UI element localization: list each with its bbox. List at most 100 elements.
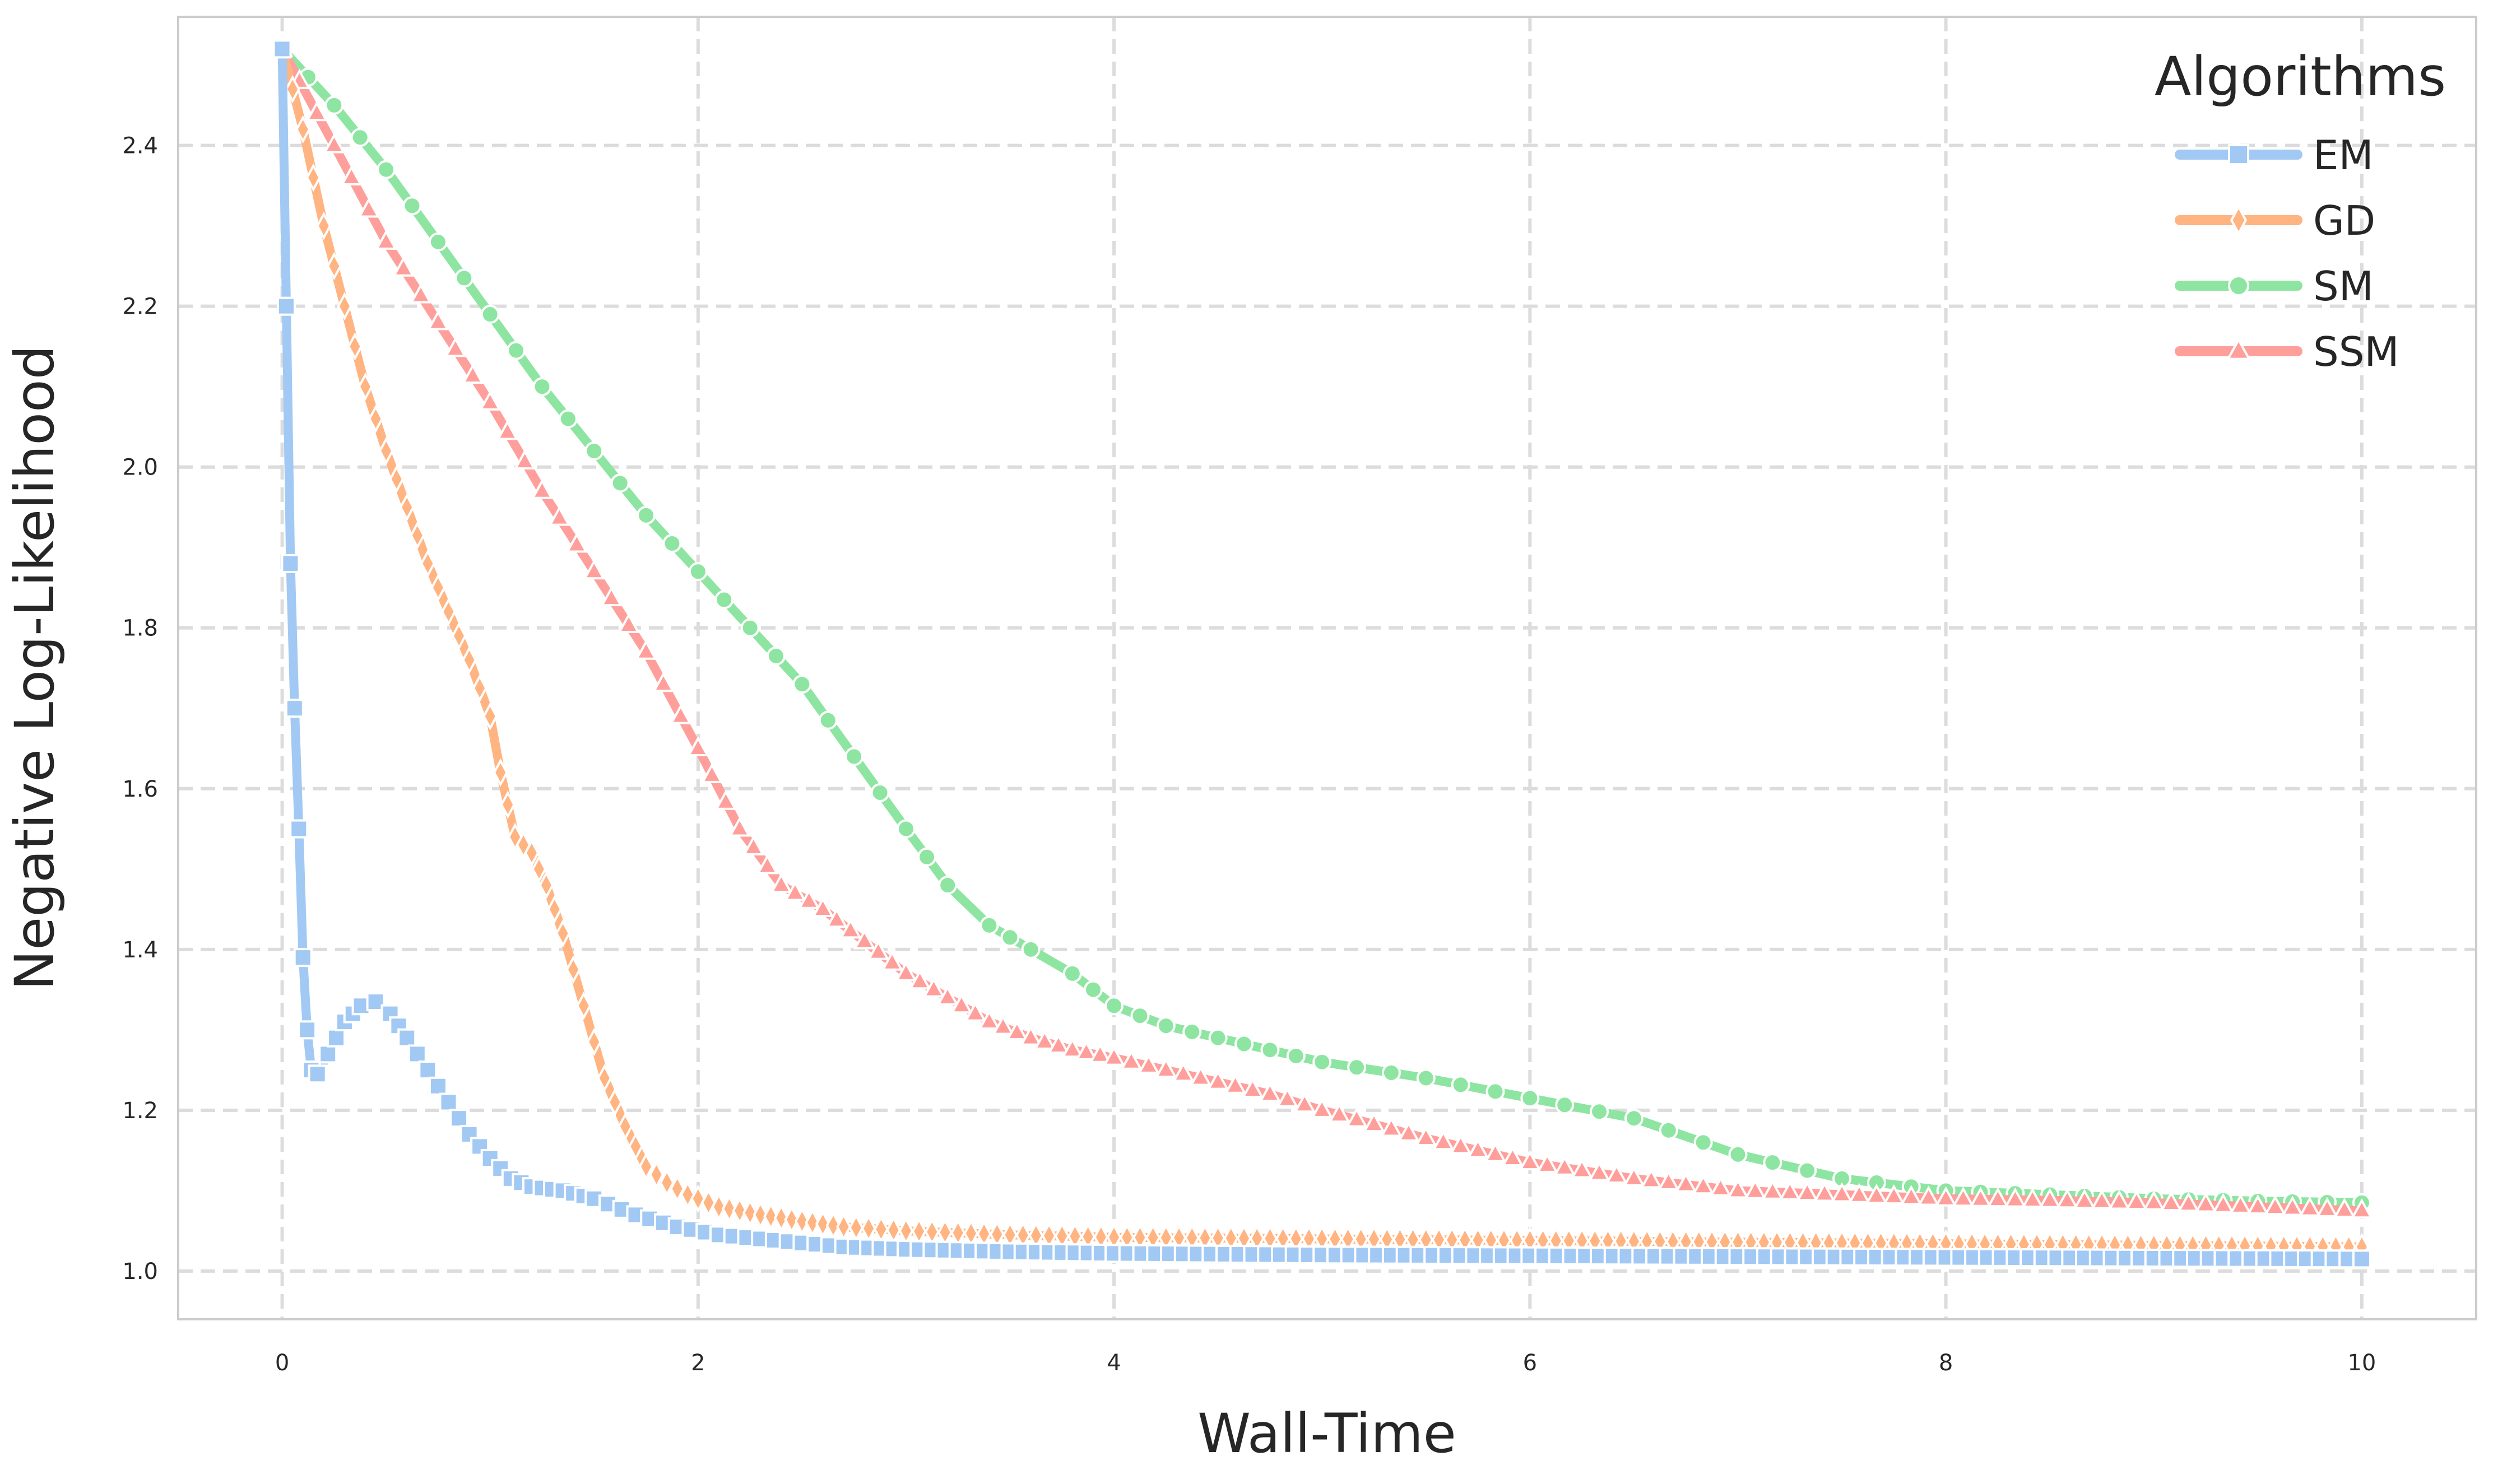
data-point-ssm [2194,1192,2217,1213]
data-point-ssm [1328,1102,1351,1123]
x-tick-label: 10 [2347,1350,2376,1376]
legend-label: EM [2313,132,2374,179]
data-point-sm [610,473,630,493]
data-point-ssm [1744,1179,1767,1199]
data-point-gd [440,597,456,626]
legend-label: GD [2313,197,2375,244]
data-point-ssm [2160,1190,2183,1212]
data-point-gd [618,1112,633,1141]
legend-entry-sm: SM [2175,263,2374,310]
data-point-ssm [1345,1107,1368,1128]
data-point-ssm [652,672,675,692]
data-point-sm [1021,939,1041,959]
data-point-ssm [1033,1029,1056,1050]
data-point-sm [1763,1153,1782,1173]
y-tick-label: 1.4 [122,937,158,963]
data-point-sm [1260,1040,1280,1060]
data-point-ssm [964,1001,987,1022]
data-point-ssm [1432,1130,1455,1151]
data-point-sm [350,128,370,147]
y-tick-label: 1.0 [122,1259,158,1285]
data-point-gd [531,855,547,883]
legend: Algorithms EM GD SM SSM [2155,45,2446,375]
data-point-sm [1062,964,1082,983]
data-point-gd [628,1132,644,1161]
data-point-ssm [375,229,398,250]
data-point-sm [584,441,604,460]
data-point-sm [1659,1120,1678,1140]
data-point-em [285,699,304,718]
data-point-gd [732,1197,748,1225]
data-point-ssm [1657,1170,1680,1191]
data-point-ssm [1571,1158,1594,1179]
data-point-sm [1520,1088,1540,1108]
series-layer [271,35,2373,1269]
data-point-gd [285,75,300,104]
data-point-ssm [1363,1111,1385,1132]
data-point-ssm [1813,1181,1836,1202]
data-point-gd [358,372,373,401]
data-point-ssm [2350,1198,2373,1219]
legend-marker [2228,275,2249,296]
legend-label: SSM [2313,328,2399,375]
data-point-ssm [600,585,623,607]
data-point-sm [896,819,916,839]
data-point-ssm [1154,1057,1177,1078]
data-point-sm [938,876,958,895]
data-point-ssm [881,950,904,971]
data-point-ssm [496,420,519,440]
data-point-gd [420,549,435,578]
data-point-gd [742,1198,758,1227]
data-point-ssm [2039,1188,2062,1208]
data-point-gd [410,521,425,550]
data-point-ssm [700,762,723,783]
data-point-gd [538,871,554,900]
data-point-ssm [867,939,890,960]
x-axis-label: Wall-Time [1197,1402,1456,1465]
data-point-sm [558,409,578,429]
data-point-sm [1286,1046,1306,1066]
data-point-ssm [2316,1197,2338,1217]
plot-frame [177,16,2477,1320]
data-point-em [418,1060,438,1080]
data-point-sm [1104,996,1124,1016]
data-point-sm [1485,1082,1505,1101]
data-point-sm [1208,1028,1228,1048]
x-tick-label: 2 [691,1350,705,1376]
data-point-sm [1000,928,1020,947]
data-point-em [281,553,300,573]
data-point-ssm [1553,1155,1576,1176]
data-point-ssm [1588,1161,1610,1181]
data-point-em [272,39,292,59]
data-point-gd [805,1208,820,1237]
data-point-gd [597,1064,612,1092]
data-point-ssm [1986,1187,2009,1208]
data-point-sm [377,160,396,179]
data-point-sm [1590,1102,1609,1122]
data-point-ssm [839,918,862,939]
data-point-ssm [340,165,363,186]
data-point-ssm [410,283,432,304]
data-point-ssm [1761,1179,1784,1200]
data-point-ssm [728,816,751,837]
data-point-ssm [1138,1053,1160,1074]
data-point-ssm [797,888,820,909]
data-point-ssm [479,390,502,411]
data-point-ssm [513,449,536,470]
data-point-gd [638,1152,654,1181]
data-point-ssm [936,985,959,1006]
data-point-ssm [1019,1025,1042,1046]
data-point-ssm [825,908,848,928]
data-point-ssm [1900,1185,1923,1206]
data-point-ssm [323,133,346,153]
data-point-em [397,1028,417,1048]
data-point-ssm [1449,1134,1472,1155]
data-point-gd [773,1203,789,1232]
data-point-em [407,1044,427,1064]
data-point-ssm [1519,1150,1542,1171]
x-tick-label: 6 [1523,1350,1537,1376]
data-point-ssm [811,896,834,918]
data-point-ssm [2021,1187,2044,1208]
data-point-em [293,948,313,967]
